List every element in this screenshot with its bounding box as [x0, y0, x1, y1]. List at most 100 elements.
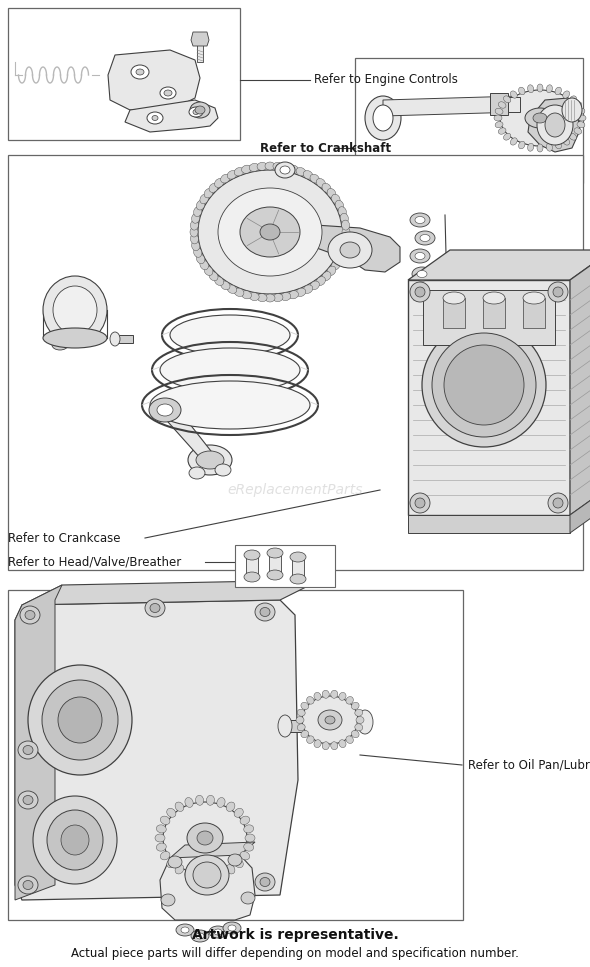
Ellipse shape [192, 214, 199, 223]
Ellipse shape [234, 167, 244, 176]
Ellipse shape [167, 859, 176, 867]
Ellipse shape [352, 702, 359, 710]
Ellipse shape [355, 723, 363, 731]
Ellipse shape [150, 381, 310, 429]
Ellipse shape [192, 241, 199, 250]
Ellipse shape [296, 288, 306, 297]
Ellipse shape [265, 294, 275, 302]
Ellipse shape [240, 816, 250, 825]
Ellipse shape [494, 115, 502, 121]
Polygon shape [22, 580, 320, 605]
Ellipse shape [352, 730, 359, 738]
Bar [508, 97, 520, 112]
Ellipse shape [314, 692, 321, 700]
Ellipse shape [226, 864, 235, 874]
Ellipse shape [527, 143, 534, 151]
Ellipse shape [18, 876, 38, 894]
Ellipse shape [415, 498, 425, 508]
Ellipse shape [131, 65, 149, 79]
Ellipse shape [340, 214, 348, 223]
Ellipse shape [510, 91, 517, 99]
Ellipse shape [160, 851, 170, 860]
Ellipse shape [310, 174, 319, 183]
Ellipse shape [296, 167, 306, 176]
Bar [523, 298, 545, 328]
Ellipse shape [223, 922, 241, 934]
Ellipse shape [273, 294, 283, 302]
Ellipse shape [296, 717, 304, 723]
Ellipse shape [525, 108, 555, 128]
Text: Refer to Head/Valve/Breather: Refer to Head/Valve/Breather [8, 555, 181, 569]
Ellipse shape [255, 603, 275, 621]
Ellipse shape [340, 242, 360, 258]
Ellipse shape [227, 170, 237, 179]
Ellipse shape [562, 98, 582, 122]
Polygon shape [191, 32, 209, 46]
Ellipse shape [346, 696, 353, 704]
Ellipse shape [175, 864, 183, 874]
Ellipse shape [415, 287, 425, 297]
Ellipse shape [410, 493, 430, 513]
Ellipse shape [527, 85, 534, 93]
Ellipse shape [217, 868, 225, 878]
Text: Refer to Crankshaft: Refer to Crankshaft [260, 141, 391, 155]
Ellipse shape [198, 170, 342, 294]
Ellipse shape [257, 162, 267, 170]
Bar [269, 553, 281, 575]
Polygon shape [108, 50, 200, 110]
Ellipse shape [52, 340, 68, 350]
Ellipse shape [28, 665, 132, 775]
Bar [423, 290, 555, 345]
Ellipse shape [303, 285, 313, 293]
Ellipse shape [563, 91, 569, 99]
Ellipse shape [228, 854, 242, 866]
Ellipse shape [281, 292, 291, 301]
Ellipse shape [335, 254, 343, 264]
Text: eReplacementParts: eReplacementParts [227, 483, 363, 497]
Ellipse shape [422, 323, 546, 447]
Ellipse shape [519, 87, 525, 95]
Bar [490, 93, 508, 115]
Polygon shape [160, 405, 218, 460]
Ellipse shape [255, 873, 275, 891]
Ellipse shape [234, 288, 244, 297]
Ellipse shape [149, 398, 181, 422]
Ellipse shape [189, 107, 203, 117]
Ellipse shape [546, 143, 552, 151]
Ellipse shape [410, 213, 430, 227]
Ellipse shape [548, 282, 568, 302]
Ellipse shape [545, 113, 565, 137]
Ellipse shape [342, 220, 350, 230]
Ellipse shape [546, 85, 552, 93]
Ellipse shape [275, 162, 295, 178]
Ellipse shape [415, 252, 425, 259]
Ellipse shape [537, 84, 543, 92]
Ellipse shape [338, 248, 346, 257]
Ellipse shape [152, 115, 158, 121]
Ellipse shape [444, 345, 524, 425]
Ellipse shape [273, 162, 283, 170]
Ellipse shape [322, 742, 329, 749]
Ellipse shape [195, 106, 205, 114]
Ellipse shape [181, 927, 189, 933]
Ellipse shape [503, 96, 511, 103]
Ellipse shape [193, 862, 221, 888]
Ellipse shape [327, 266, 336, 276]
Ellipse shape [240, 207, 300, 257]
Ellipse shape [495, 108, 503, 114]
Ellipse shape [189, 467, 205, 479]
Bar [292, 557, 304, 579]
Ellipse shape [200, 194, 208, 204]
Ellipse shape [204, 266, 213, 276]
Ellipse shape [533, 113, 547, 123]
Ellipse shape [290, 552, 306, 562]
Ellipse shape [267, 548, 283, 558]
Ellipse shape [209, 926, 227, 938]
Ellipse shape [241, 291, 251, 299]
Ellipse shape [499, 102, 506, 108]
Bar [235, 545, 335, 587]
Ellipse shape [503, 133, 511, 140]
Ellipse shape [194, 207, 202, 217]
Polygon shape [408, 250, 590, 280]
Ellipse shape [510, 138, 517, 145]
